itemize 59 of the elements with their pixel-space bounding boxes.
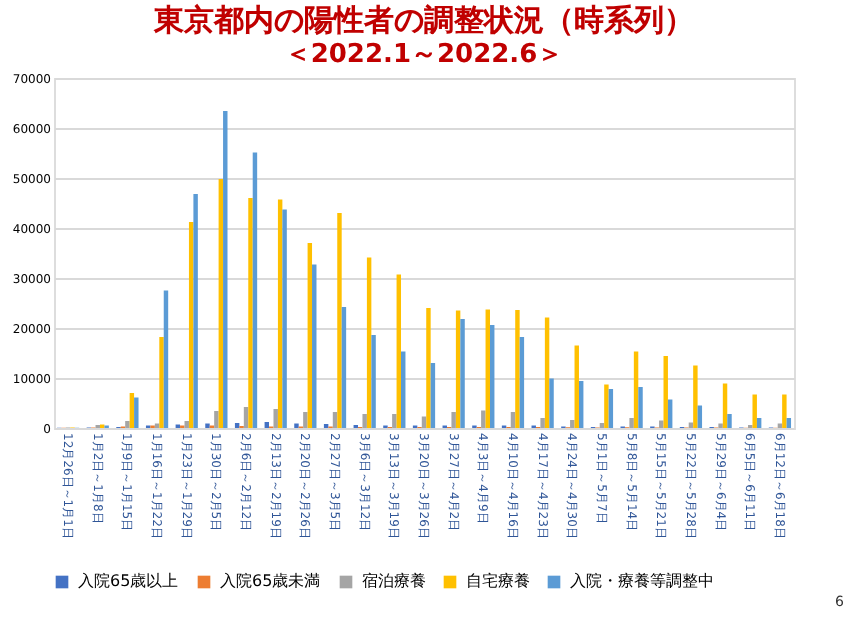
bar [451,412,456,428]
bar [341,307,347,428]
bar [481,410,486,428]
bar [604,384,609,428]
bar [223,111,228,428]
bar [366,257,372,428]
bar [307,243,313,428]
bar [273,409,278,428]
bar [638,387,643,428]
bar [515,310,520,428]
bar [312,264,317,428]
bar [786,418,792,428]
bar [663,356,668,428]
bar [782,394,787,428]
bar [129,393,135,428]
bar [485,309,490,428]
bar [629,418,634,428]
bar [430,363,436,428]
bar [756,418,762,428]
bar [277,199,283,428]
bar [608,389,614,428]
bar [510,412,516,428]
chart-subtitle: ＜2022.1～2022.6＞ [284,40,564,70]
bar [125,421,130,428]
bar [727,414,732,428]
bar [163,290,169,428]
bar [578,381,584,428]
bar [426,308,431,428]
bar [303,412,308,428]
bar [188,222,194,428]
bar [392,414,397,428]
bar [519,337,525,428]
bar [396,274,402,428]
bar [362,414,367,428]
bar [332,412,338,428]
bar [540,418,545,428]
legend-label: 入院65歳未満 [220,572,321,590]
chart-title: 東京都内の陽性者の調整状況（時系列） [152,2,694,38]
legend-label: 入院65歳以上 [78,572,179,590]
legend-label: 宿泊療養 [362,572,426,590]
legend-label: 入院・療養等調整中 [570,572,714,590]
bar [549,378,554,428]
bar [243,407,249,428]
bar [460,319,465,428]
bar [282,209,287,428]
legend-label: 自宅療養 [466,572,530,590]
bar [214,411,219,428]
bar [134,397,139,428]
bar [337,213,342,428]
bar [159,337,164,428]
bar [248,198,253,428]
bar [693,365,698,428]
bar [252,152,258,428]
bar [752,394,757,428]
bar [218,179,224,428]
bar [371,335,376,428]
bar [193,194,198,428]
bar [570,420,575,428]
bar [489,325,495,428]
